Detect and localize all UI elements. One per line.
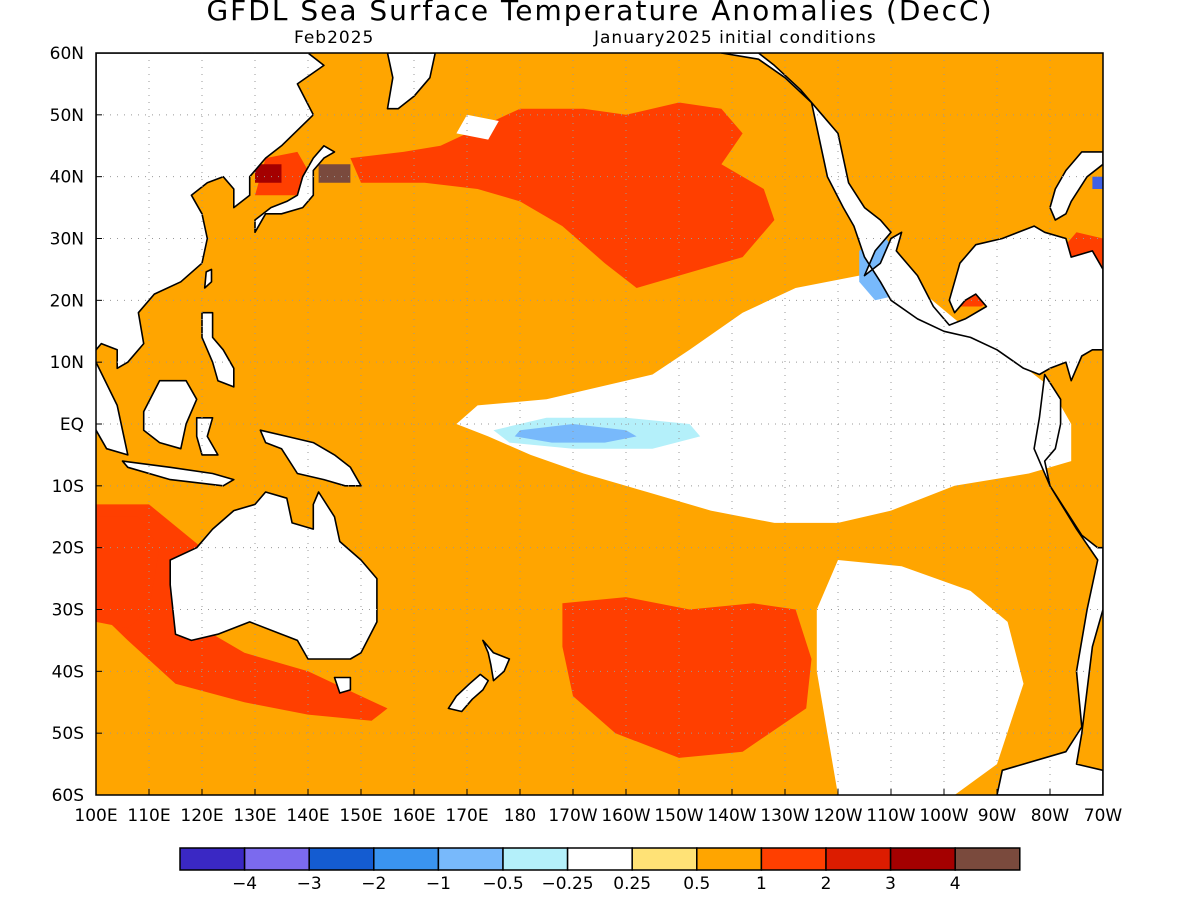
x-tick-label: 90W [978, 806, 1017, 826]
x-tick-label: 160E [392, 806, 435, 826]
y-tick-label: 40N [50, 168, 84, 188]
x-tick-label: 100E [74, 806, 117, 826]
colorbar-swatch [568, 848, 633, 870]
x-tick-label: 110W [866, 806, 915, 826]
colorbar-label: −1 [426, 874, 451, 894]
colorbar-label: 2 [821, 874, 832, 894]
x-tick-label: 130E [233, 806, 276, 826]
x-tick-label: 100W [919, 806, 968, 826]
y-tick-label: 30N [50, 230, 84, 250]
colorbar-label: −4 [232, 874, 257, 894]
colorbar-swatch [891, 848, 956, 870]
colorbar-label: −2 [361, 874, 386, 894]
x-tick-label: 120W [813, 806, 862, 826]
x-tick-label: 170W [548, 806, 597, 826]
y-tick-label: 40S [52, 662, 84, 682]
colorbar-swatch [697, 848, 762, 870]
colorbar-label: 0.25 [613, 874, 651, 894]
x-tick-label: 180 [504, 806, 536, 826]
colorbar-swatch [374, 848, 439, 870]
colorbar-swatch [180, 848, 245, 870]
x-tick-label: 150W [654, 806, 703, 826]
x-tick-label: 80W [1031, 806, 1070, 826]
x-tick-label: 160W [601, 806, 650, 826]
colorbar-swatch [955, 848, 1020, 870]
y-tick-label: 10N [50, 353, 84, 373]
colorbar-swatch [438, 848, 503, 870]
colorbar-swatch [245, 848, 310, 870]
x-tick-label: 140W [707, 806, 756, 826]
colorbar-label: −3 [297, 874, 322, 894]
colorbar-swatch [632, 848, 697, 870]
y-tick-label: 50N [50, 106, 84, 126]
colorbar-swatch [761, 848, 826, 870]
x-tick-label: 150E [339, 806, 382, 826]
y-tick-label: 20S [52, 539, 84, 559]
anomaly-region-hot-spot-japan-east [319, 164, 351, 183]
colorbar-legend: −4 −3 −2 −1 −0.5 −0.25 0.25 0.5 1 2 3 4 [180, 848, 1020, 894]
y-tick-label: 30S [52, 601, 84, 621]
anomaly-region-cold-gulf-stream [1092, 177, 1103, 189]
colorbar-label: −0.5 [482, 874, 523, 894]
x-tick-label: 170E [445, 806, 488, 826]
x-tick-label: 120E [180, 806, 223, 826]
y-tick-label: EQ [60, 415, 84, 435]
y-tick-label: 20N [50, 291, 84, 311]
colorbar-swatch [826, 848, 891, 870]
x-tick-label: 130W [760, 806, 809, 826]
colorbar-label: 1 [756, 874, 767, 894]
y-tick-label: 60N [50, 44, 84, 64]
colorbar-label: 4 [950, 874, 961, 894]
colorbar-swatch [309, 848, 374, 870]
y-tick-label: 60S [52, 786, 84, 806]
y-tick-label: 50S [52, 724, 84, 744]
sst-anomaly-map: 100E 110E 120E 130E 140E 150E 160E 170E 180 170W 1… [0, 0, 1200, 900]
x-tick-label: 140E [286, 806, 329, 826]
colorbar-swatch [503, 848, 568, 870]
colorbar-label: 0.5 [683, 874, 710, 894]
colorbar-label: −0.25 [542, 874, 594, 894]
colorbar-label: 3 [885, 874, 896, 894]
x-tick-label: 70W [1084, 806, 1123, 826]
x-tick-label: 110E [127, 806, 170, 826]
y-tick-label: 10S [52, 477, 84, 497]
